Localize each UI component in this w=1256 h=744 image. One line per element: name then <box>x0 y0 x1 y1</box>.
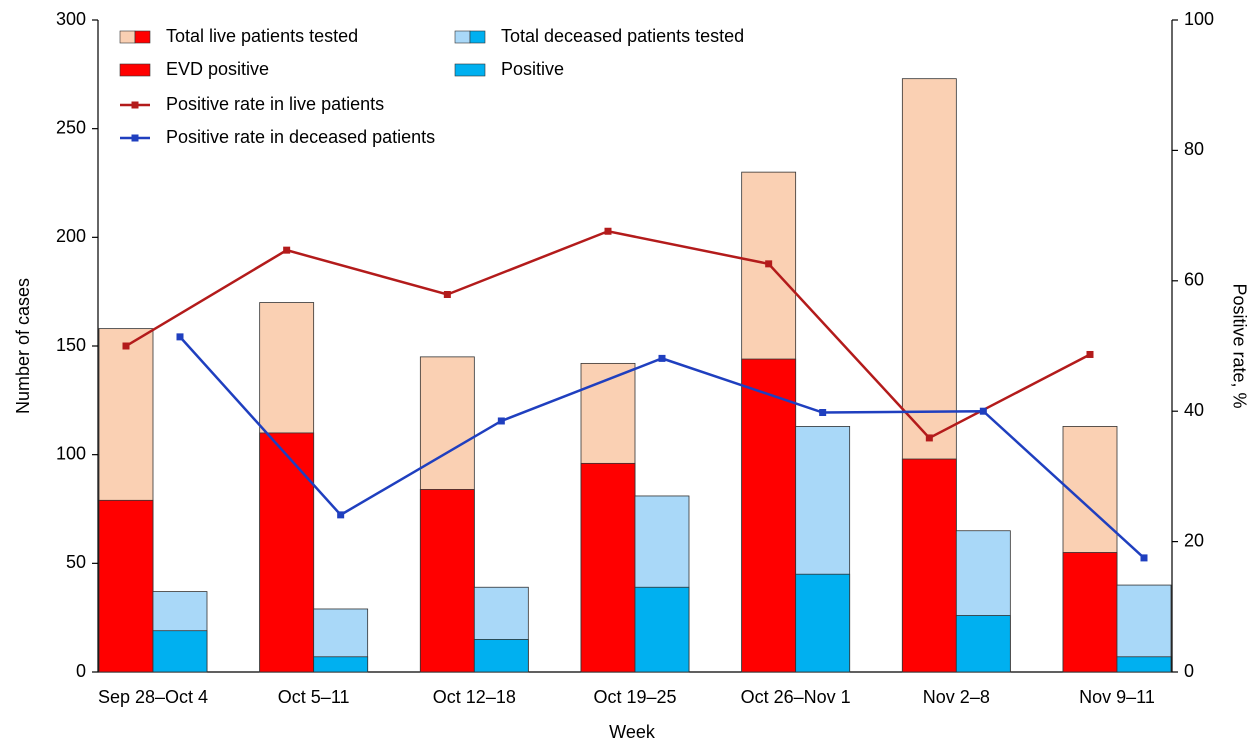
bar <box>419 489 475 673</box>
y-tick-label: 200 <box>56 226 86 246</box>
legend-label: EVD positive <box>166 59 269 79</box>
marker <box>176 333 184 341</box>
x-tick-label: Oct 19–25 <box>593 687 676 707</box>
marker <box>497 417 505 425</box>
marker <box>819 409 827 417</box>
marker <box>658 354 666 362</box>
y2-tick-label: 0 <box>1184 661 1194 681</box>
x-tick-label: Oct 26–Nov 1 <box>741 687 851 707</box>
bar <box>313 656 369 673</box>
bar <box>955 615 1011 673</box>
marker <box>765 260 773 268</box>
bar <box>152 630 208 673</box>
x-tick-label: Oct 5–11 <box>278 687 350 707</box>
marker <box>337 511 345 519</box>
marker <box>979 407 987 415</box>
bar <box>98 499 154 673</box>
legend-swatch <box>134 30 151 44</box>
legend-swatch <box>119 63 151 77</box>
marker <box>604 227 612 235</box>
legend-swatch <box>454 30 471 44</box>
x-tick-label: Nov 9–11 <box>1079 687 1155 707</box>
bar <box>901 458 957 673</box>
y-tick-label: 250 <box>56 117 86 137</box>
legend-swatch <box>131 134 139 142</box>
marker <box>1140 554 1148 562</box>
legend-swatch <box>454 63 486 77</box>
y-tick-label: 0 <box>76 661 86 681</box>
y2-tick-label: 20 <box>1184 530 1204 550</box>
y-axis-title: Number of cases <box>13 278 33 414</box>
bar <box>580 462 636 673</box>
y2-tick-label: 40 <box>1184 400 1204 420</box>
legend-swatch <box>469 30 486 44</box>
legend-swatch <box>131 101 139 109</box>
marker <box>283 246 291 254</box>
y2-tick-label: 80 <box>1184 139 1204 159</box>
bar <box>1062 552 1118 673</box>
marker <box>925 434 933 442</box>
legend-label: Total live patients tested <box>166 26 358 46</box>
marker <box>122 342 130 350</box>
marker <box>443 290 451 298</box>
bar <box>634 586 690 673</box>
legend-label: Positive rate in live patients <box>166 94 384 114</box>
y-tick-label: 300 <box>56 9 86 29</box>
y2-tick-label: 60 <box>1184 270 1204 290</box>
y2-axis-title: Positive rate, % <box>1229 283 1249 408</box>
x-tick-label: Oct 12–18 <box>433 687 516 707</box>
legend-label: Positive rate in deceased patients <box>166 127 435 147</box>
bar <box>259 432 315 673</box>
bar <box>795 573 851 673</box>
legend-swatch <box>119 30 136 44</box>
bar <box>1116 656 1172 673</box>
legend-label: Positive <box>501 59 564 79</box>
y2-tick-label: 100 <box>1184 9 1214 29</box>
x-tick-label: Nov 2–8 <box>923 687 990 707</box>
legend-label: Total deceased patients tested <box>501 26 744 46</box>
y-tick-label: 50 <box>66 552 86 572</box>
bar <box>473 639 529 673</box>
marker <box>1086 350 1094 358</box>
y-tick-label: 150 <box>56 335 86 355</box>
x-tick-label: Sep 28–Oct 4 <box>98 687 208 707</box>
x-axis-title: Week <box>609 722 656 742</box>
y-tick-label: 100 <box>56 443 86 463</box>
bar <box>741 358 797 673</box>
